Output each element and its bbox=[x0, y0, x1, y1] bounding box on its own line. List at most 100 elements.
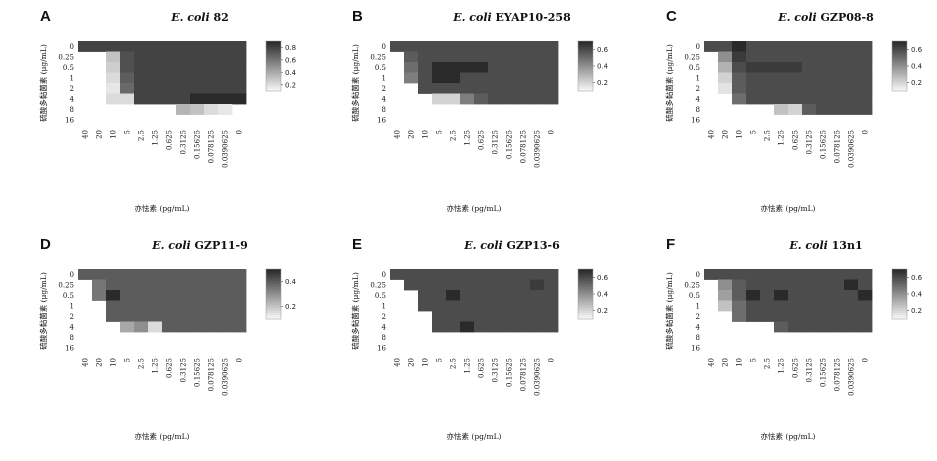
x-tick-label: 10 bbox=[422, 130, 430, 139]
heatmap-cell bbox=[418, 51, 433, 63]
legend-gradient-step bbox=[266, 63, 281, 66]
y-axis-label: 硫酸多黏菌素 (μg/mL) bbox=[664, 272, 674, 350]
legend-gradient-step bbox=[266, 49, 281, 52]
heatmap-cell bbox=[732, 269, 747, 280]
heatmap-cell bbox=[816, 41, 831, 52]
heatmap-cell bbox=[232, 290, 247, 301]
heatmap-cell bbox=[190, 290, 205, 301]
x-tick-label: 0.0390625 bbox=[848, 358, 856, 396]
x-tick-label: 10 bbox=[736, 130, 744, 139]
heatmap-cell bbox=[106, 62, 121, 73]
x-axis-label: 亦怯素 (pg/mL) bbox=[761, 203, 816, 213]
legend-gradient-step bbox=[892, 275, 907, 278]
heatmap-cell bbox=[204, 83, 219, 94]
heatmap-cell bbox=[218, 83, 233, 94]
heatmap-cell bbox=[176, 72, 191, 84]
heatmap-cell bbox=[774, 51, 789, 63]
legend-gradient-step bbox=[892, 311, 907, 314]
legend-gradient-step bbox=[266, 301, 281, 304]
heatmap-cell bbox=[162, 290, 177, 301]
heatmap-cell bbox=[516, 290, 531, 301]
y-tick-label: 0.25 bbox=[684, 53, 700, 61]
heatmap-cell bbox=[816, 300, 831, 312]
heatmap-cell bbox=[488, 321, 503, 333]
legend-gradient-step bbox=[578, 71, 593, 74]
heatmap-cell bbox=[460, 41, 475, 52]
heatmap-cell bbox=[774, 72, 789, 84]
heatmap-cell bbox=[746, 51, 761, 63]
heatmap-cell bbox=[844, 300, 859, 312]
heatmap-cell bbox=[418, 83, 433, 94]
heatmap-cell bbox=[802, 269, 817, 280]
heatmap-cell bbox=[788, 104, 803, 115]
heatmap-cell bbox=[816, 51, 831, 63]
heatmap-cell bbox=[844, 51, 859, 63]
heatmap-cell bbox=[460, 62, 475, 73]
legend-gradient-step bbox=[578, 293, 593, 296]
heatmap-cell bbox=[830, 279, 845, 291]
heatmap-cell bbox=[774, 104, 789, 115]
heatmap-cell bbox=[204, 290, 219, 301]
legend-gradient-step bbox=[892, 55, 907, 58]
legend-gradient-step bbox=[578, 77, 593, 80]
heatmap-cell bbox=[760, 290, 775, 301]
panel-title: E. coli GZP08-8 bbox=[726, 11, 926, 24]
title-strain: 82 bbox=[213, 11, 229, 24]
heatmap-cell bbox=[760, 62, 775, 73]
heatmap-cell bbox=[190, 269, 205, 280]
heatmap-cell bbox=[516, 41, 531, 52]
heatmap-cell bbox=[830, 300, 845, 312]
legend-gradient-step bbox=[892, 291, 907, 294]
heatmap-cell bbox=[802, 93, 817, 105]
legend-gradient-step bbox=[266, 305, 281, 308]
x-axis-label: 亦怯素 (pg/mL) bbox=[447, 431, 502, 441]
legend-gradient-step bbox=[578, 311, 593, 314]
legend-gradient-step bbox=[892, 279, 907, 282]
legend-gradient-step bbox=[266, 71, 281, 74]
y-tick-label: 0 bbox=[696, 43, 700, 51]
y-tick-label: 4 bbox=[382, 95, 387, 103]
heatmap-cell bbox=[232, 93, 247, 105]
legend-gradient-step bbox=[578, 67, 593, 70]
legend-gradient-step bbox=[892, 309, 907, 312]
legend-gradient-step bbox=[266, 285, 281, 288]
heatmap-cell bbox=[232, 83, 247, 94]
heatmap-cell bbox=[732, 72, 747, 84]
heatmap-cell bbox=[844, 104, 859, 115]
legend-gradient-step bbox=[892, 71, 907, 74]
legend-gradient-step bbox=[578, 303, 593, 306]
x-tick-label: 0.078125 bbox=[520, 130, 528, 163]
heatmap-cell bbox=[530, 72, 545, 84]
legend-gradient-step bbox=[266, 87, 281, 90]
legend-gradient-step bbox=[578, 81, 593, 84]
heatmap-cell bbox=[530, 93, 545, 105]
heatmap-cell bbox=[774, 300, 789, 312]
heatmap-cell bbox=[858, 300, 873, 312]
x-tick-label: 10 bbox=[110, 358, 118, 367]
heatmap-cell bbox=[760, 279, 775, 291]
heatmap-cell bbox=[544, 93, 559, 105]
heatmap-cell bbox=[148, 93, 163, 105]
legend-gradient-step bbox=[892, 51, 907, 54]
legend-tick-label: 0.6 bbox=[911, 274, 923, 282]
heatmap-cell bbox=[718, 279, 733, 291]
heatmap-cell bbox=[232, 279, 247, 291]
heatmap-cell bbox=[844, 290, 859, 301]
heatmap-cell bbox=[162, 51, 177, 63]
heatmap-cell bbox=[816, 93, 831, 105]
heatmap-cell bbox=[502, 279, 517, 291]
heatmap-cell bbox=[176, 290, 191, 301]
heatmap-cell bbox=[390, 41, 405, 52]
legend-gradient-step bbox=[578, 307, 593, 310]
heatmap-cell bbox=[162, 93, 177, 105]
heatmap-cell bbox=[858, 279, 873, 291]
heatmap-cell bbox=[544, 300, 559, 312]
heatmap-cell bbox=[544, 72, 559, 84]
legend-gradient-step bbox=[266, 277, 281, 280]
x-tick-label: 0.078125 bbox=[834, 130, 842, 163]
heatmap-cell bbox=[204, 321, 219, 333]
x-axis-label: 亦怯素 (pg/mL) bbox=[761, 431, 816, 441]
heatmap-cell bbox=[446, 62, 461, 73]
heatmap-cell bbox=[788, 83, 803, 94]
title-species: E. coli bbox=[171, 11, 210, 24]
